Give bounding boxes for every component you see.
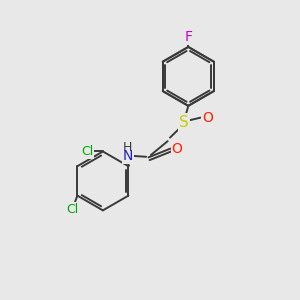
Text: Cl: Cl	[66, 203, 79, 216]
Text: O: O	[172, 142, 182, 155]
Text: H: H	[123, 141, 132, 154]
Text: O: O	[202, 111, 213, 124]
Text: Cl: Cl	[81, 145, 93, 158]
Text: S: S	[179, 115, 189, 130]
Text: N: N	[123, 149, 133, 163]
Text: F: F	[184, 30, 192, 44]
